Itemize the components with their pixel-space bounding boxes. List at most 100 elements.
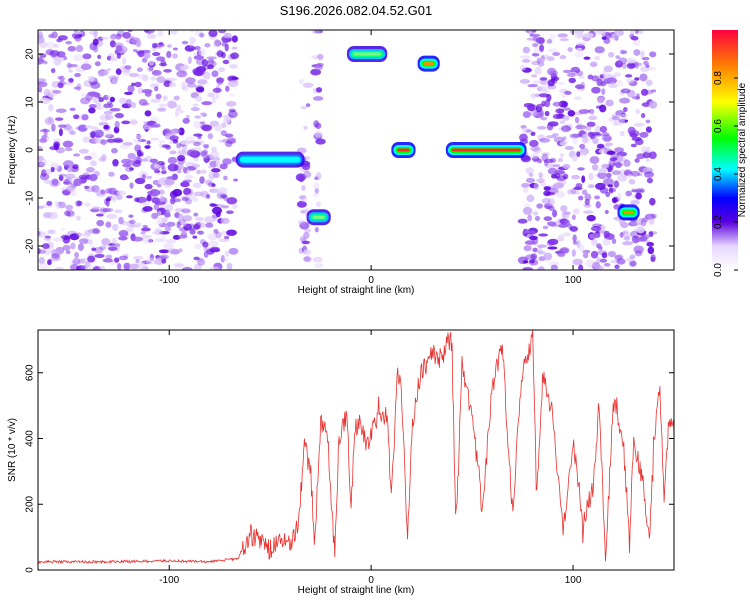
noise-blob [38, 231, 41, 237]
noise-blob [549, 188, 559, 194]
noise-blob [538, 256, 546, 262]
noise-blob [126, 195, 133, 199]
noise-blob [582, 210, 594, 214]
noise-blob [109, 40, 116, 48]
y-tick-label: 0 [25, 567, 36, 573]
noise-blob [182, 179, 192, 183]
noise-blob [93, 170, 100, 177]
noise-blob [152, 231, 157, 235]
noise-blob [583, 56, 591, 60]
noise-blob [648, 217, 655, 225]
noise-blob [530, 131, 536, 137]
noise-blob [557, 81, 565, 86]
noise-blob [300, 105, 308, 110]
noise-blob [613, 180, 620, 188]
noise-blob [111, 237, 117, 246]
noise-blob [63, 209, 75, 217]
noise-blob [639, 73, 648, 82]
noise-blob [164, 225, 172, 232]
noise-blob [532, 79, 542, 85]
y-tick-label: 600 [25, 364, 36, 381]
noise-blob [223, 34, 233, 39]
noise-blob [143, 52, 151, 59]
noise-blob [194, 216, 205, 222]
noise-blob [55, 117, 64, 121]
noise-blob [94, 61, 101, 67]
noise-blob [226, 210, 234, 214]
noise-blob [527, 83, 539, 88]
noise-blob [558, 100, 568, 108]
noise-blob [193, 256, 200, 261]
noise-blob [137, 139, 147, 143]
noise-blob [640, 218, 647, 227]
noise-blob [314, 30, 324, 34]
noise-blob [527, 230, 537, 235]
noise-blob [584, 193, 592, 201]
noise-blob [577, 243, 585, 252]
noise-blob [130, 102, 136, 109]
noise-blob [539, 44, 545, 52]
noise-blob [96, 230, 101, 234]
noise-blob [93, 30, 98, 39]
noise-blob [645, 79, 653, 87]
noise-blob [73, 86, 81, 90]
noise-blob [116, 52, 121, 59]
signal-band-core [423, 62, 434, 66]
noise-blob [525, 167, 534, 175]
noise-blob [150, 137, 160, 141]
noise-blob [220, 193, 228, 199]
noise-blob [649, 51, 657, 58]
noise-blob [181, 208, 191, 214]
noise-blob [572, 154, 578, 162]
noise-blob [223, 175, 228, 181]
noise-blob [63, 179, 71, 184]
noise-blob [578, 264, 584, 270]
y-tick-label: -10 [25, 190, 36, 205]
noise-blob [133, 255, 144, 261]
x-tick-label: 0 [368, 575, 374, 586]
noise-blob [640, 145, 647, 153]
noise-blob [39, 138, 48, 143]
noise-blob [147, 34, 157, 39]
noise-blob [589, 156, 600, 164]
noise-blob [197, 79, 208, 85]
noise-blob [112, 223, 119, 232]
noise-blob [52, 57, 63, 66]
noise-blob [222, 59, 230, 65]
noise-blob [172, 47, 179, 51]
noise-blob [574, 84, 585, 90]
noise-blob [299, 236, 306, 243]
noise-blob [114, 209, 123, 214]
noise-blob [144, 30, 149, 33]
noise-blob [314, 226, 319, 233]
noise-blob [96, 219, 105, 227]
noise-blob [550, 223, 558, 228]
noise-blob [525, 254, 536, 261]
y-tick-label: -20 [25, 238, 36, 253]
noise-blob [314, 187, 319, 194]
noise-blob [163, 68, 172, 73]
noise-blob [601, 163, 610, 169]
colorbar-label: Normalized spectral amplitude [737, 82, 748, 217]
noise-blob [53, 43, 60, 48]
noise-blob [106, 101, 113, 105]
noise-blob [226, 197, 238, 205]
noise-blob [542, 89, 550, 94]
noise-blob [100, 208, 111, 213]
noise-blob [193, 120, 201, 129]
noise-blob [220, 130, 228, 137]
noise-blob [534, 215, 541, 222]
noise-blob [626, 78, 634, 84]
noise-blob [532, 247, 538, 253]
noise-blob [176, 221, 181, 229]
noise-blob [216, 77, 225, 83]
noise-blob [110, 34, 117, 40]
signal-band [391, 142, 416, 158]
noise-blob [190, 106, 200, 112]
noise-blob [165, 238, 177, 244]
noise-blob [141, 201, 150, 206]
signal-band [235, 151, 305, 168]
noise-blob [118, 216, 124, 225]
noise-blob [593, 30, 604, 36]
noise-blob [62, 81, 73, 86]
